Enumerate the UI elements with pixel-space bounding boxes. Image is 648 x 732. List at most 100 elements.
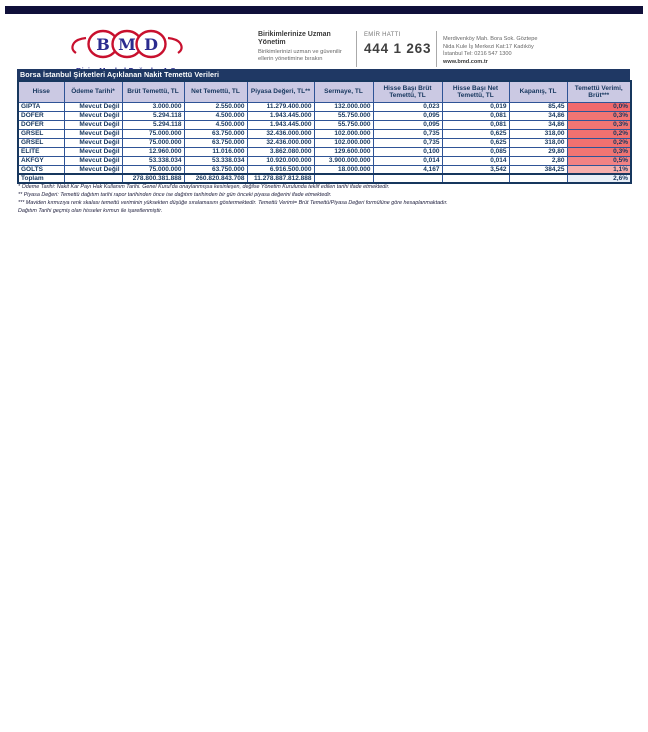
verim-cell: 0,0% <box>566 101 632 112</box>
col-odeme-tarihi: Ödeme Tarihi* <box>63 80 123 103</box>
odeme-cell: Mevcut Değil <box>63 155 123 166</box>
net-cell: 53.338.034 <box>183 155 248 166</box>
footnote-renk-skalasi: *** Maviden kırmızıya renk skalası temet… <box>18 200 448 207</box>
odeme-cell: Mevcut Değil <box>63 101 123 112</box>
odeme-cell: Mevcut Değil <box>63 128 123 139</box>
sermaye-cell: 102.000.000 <box>313 128 374 139</box>
ticker-cell: DOFER <box>17 119 65 130</box>
total-hb-net-cell <box>441 173 510 184</box>
table-row: GIPTA Mevcut Değil 3.000.000 2.550.000 1… <box>17 101 632 112</box>
total-net-cell: 260.820.843.708 <box>183 173 248 184</box>
piyasa-cell: 11.279.400.000 <box>246 101 315 112</box>
bmd-logo-icon: B M D <box>71 29 183 59</box>
hb-net-cell: 0,625 <box>441 137 510 148</box>
footnotes: * Ödeme Tarihi: Nakit Kar Payı Hak Kulla… <box>18 183 630 215</box>
order-line-block: EMİR HATTI 444 1 263 <box>364 32 432 56</box>
verim-cell: 0,3% <box>566 110 632 121</box>
verim-cell: 0,5% <box>566 155 632 166</box>
slogan-line2: ellerin yönetimine bırakın <box>258 56 323 63</box>
piyasa-cell: 32.436.000.000 <box>246 128 315 139</box>
odeme-cell: Mevcut Değil <box>63 164 123 175</box>
odeme-cell: Mevcut Değil <box>63 119 123 130</box>
ticker-cell: ELITE <box>17 146 65 157</box>
total-hb-brut-cell <box>372 173 443 184</box>
net-cell: 63.750.000 <box>183 128 248 139</box>
ticker-cell: AKFGY <box>17 155 65 166</box>
ticker-cell: GRSEL <box>17 128 65 139</box>
piyasa-cell: 32.436.000.000 <box>246 137 315 148</box>
total-verim-cell: 2,6% <box>566 173 632 184</box>
brut-cell: 5.294.118 <box>121 119 185 130</box>
sermaye-cell: 3.900.000.000 <box>313 155 374 166</box>
brut-cell: 53.338.034 <box>121 155 185 166</box>
vertical-divider <box>356 31 357 67</box>
vertical-divider <box>436 31 437 67</box>
bmd-logo: B M D Bizim Menkul Değerler A.Ş. <box>62 27 192 75</box>
total-piyasa-cell: 11.278.887.812.888 <box>246 173 315 184</box>
brut-cell: 75.000.000 <box>121 164 185 175</box>
total-brut-cell: 278.800.381.888 <box>121 173 185 184</box>
kapanis-cell: 2,80 <box>508 155 568 166</box>
table-row: ELITE Mevcut Değil 12.960.000 11.016.000… <box>17 146 632 157</box>
piyasa-cell: 10.920.000.000 <box>246 155 315 166</box>
brut-cell: 12.960.000 <box>121 146 185 157</box>
order-line-number: 444 1 263 <box>364 41 432 56</box>
odeme-cell: Mevcut Değil <box>63 110 123 121</box>
kapanis-cell: 34,86 <box>508 110 568 121</box>
col-hb-net: Hisse Başı Net Temettü, TL <box>441 80 510 103</box>
address-line2: Nida Kule İş Merkezi Kat:17 Kadıköy <box>443 43 534 50</box>
sermaye-cell: 102.000.000 <box>313 137 374 148</box>
address-block: Merdivenköy Mah. Bora Sok. Göztepe Nida … <box>443 36 583 66</box>
svg-text:M: M <box>118 35 136 54</box>
sermaye-cell: 55.750.000 <box>313 119 374 130</box>
table-title: Borsa İstanbul Şirketleri Açıklanan Naki… <box>17 69 630 80</box>
total-kapanis-cell <box>508 173 568 184</box>
top-divider-bar <box>5 6 643 14</box>
hb-net-cell: 0,014 <box>441 155 510 166</box>
verim-cell: 1,1% <box>566 164 632 175</box>
kapanis-cell: 318,00 <box>508 137 568 148</box>
col-brut-temettu: Brüt Temettü, TL <box>121 80 185 103</box>
hb-brut-cell: 0,735 <box>372 128 443 139</box>
footnote-odeme-tarihi: * Ödeme Tarihi: Nakit Kar Payı Hak Kulla… <box>18 184 390 190</box>
ticker-cell: GIPTA <box>17 101 65 112</box>
table-row: AKFGY Mevcut Değil 53.338.034 53.338.034… <box>17 155 632 166</box>
col-temettu-verimi: Temettü Verimi, Brüt*** <box>566 80 632 103</box>
brut-cell: 3.000.000 <box>121 101 185 112</box>
kapanis-cell: 85,45 <box>508 101 568 112</box>
sermaye-cell: 129.600.000 <box>313 146 374 157</box>
dividend-table: Hisse Ödeme Tarihi* Brüt Temettü, TL Net… <box>17 80 632 184</box>
table-row: GOLTS Mevcut Değil 75.000.000 63.750.000… <box>17 164 632 175</box>
footnote-dagitim-tarihi: Dağıtım Tarihi geçmiş olan hisseler kırm… <box>18 208 163 215</box>
brut-cell: 5.294.118 <box>121 110 185 121</box>
col-sermaye: Sermaye, TL <box>313 80 374 103</box>
sermaye-cell: 132.000.000 <box>313 101 374 112</box>
ticker-cell: GRSEL <box>17 137 65 148</box>
website-link[interactable]: www.bmd.com.tr <box>443 58 488 65</box>
slogan-line1: Birikimlerinizi uzman ve güvenilir <box>258 49 342 56</box>
kapanis-cell: 29,80 <box>508 146 568 157</box>
col-hisse: Hisse <box>17 80 65 103</box>
piyasa-cell: 1.943.445.000 <box>246 119 315 130</box>
net-cell: 4.500.000 <box>183 119 248 130</box>
net-cell: 4.500.000 <box>183 110 248 121</box>
total-odeme-cell <box>63 173 123 184</box>
piyasa-cell: 3.862.080.000 <box>246 146 315 157</box>
hb-brut-cell: 0,095 <box>372 110 443 121</box>
table-row: DOFER Mevcut Değil 5.294.118 4.500.000 1… <box>17 110 632 121</box>
table-total-row: Toplam 278.800.381.888 260.820.843.708 1… <box>17 173 632 184</box>
kapanis-cell: 318,00 <box>508 128 568 139</box>
slogan-title: Birikimlerinize Uzman Yönetim <box>258 31 331 47</box>
svg-text:D: D <box>144 35 158 54</box>
total-sermaye-cell <box>313 173 374 184</box>
kapanis-cell: 34,86 <box>508 119 568 130</box>
slogan-block: Birikimlerinize Uzman Yönetim Birikimler… <box>258 31 354 64</box>
sermaye-cell: 18.000.000 <box>313 164 374 175</box>
address-line1: Merdivenköy Mah. Bora Sok. Göztepe <box>443 36 538 42</box>
kapanis-cell: 384,25 <box>508 164 568 175</box>
col-piyasa-degeri: Piyasa Değeri, TL** <box>246 80 315 103</box>
order-line-label: EMİR HATTI <box>364 32 401 38</box>
sermaye-cell: 55.750.000 <box>313 110 374 121</box>
verim-cell: 0,3% <box>566 119 632 130</box>
footnote-piyasa-degeri: ** Piyasa Değeri: Temettü dağıtım tarihi… <box>18 192 332 199</box>
